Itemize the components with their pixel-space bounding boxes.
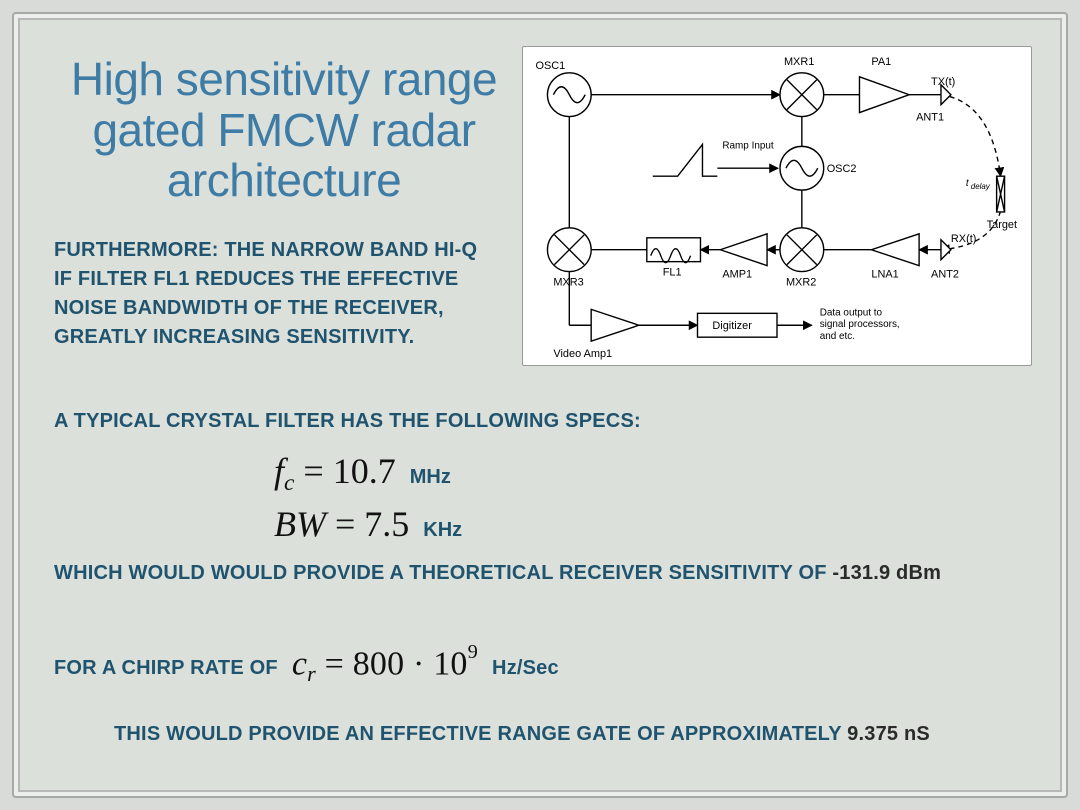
svg-text:AMP1: AMP1 bbox=[722, 269, 752, 281]
svg-text:TX(t): TX(t) bbox=[931, 76, 955, 88]
svg-text:ANT1: ANT1 bbox=[916, 112, 944, 124]
svg-text:and etc.: and etc. bbox=[820, 331, 855, 342]
svg-text:FL1: FL1 bbox=[663, 267, 682, 279]
equation-block: fc = 10.7 MHz BW = 7.5 KHz bbox=[274, 450, 1026, 545]
slide-title: High sensitivity range gated FMCW radar … bbox=[54, 54, 514, 206]
svg-text:ANT2: ANT2 bbox=[931, 269, 959, 281]
slide-frame: High sensitivity range gated FMCW radar … bbox=[12, 12, 1068, 798]
svg-text:Video Amp1: Video Amp1 bbox=[553, 348, 612, 360]
svg-text:OSC2: OSC2 bbox=[827, 163, 857, 175]
paragraph-3: WHICH WOULD WOULD PROVIDE A THEORETICAL … bbox=[54, 559, 1026, 588]
svg-text:Digitizer: Digitizer bbox=[712, 320, 752, 332]
slide-content: High sensitivity range gated FMCW radar … bbox=[24, 24, 1056, 786]
svg-text:Data output to: Data output to bbox=[820, 307, 883, 318]
svg-text:Ramp Input: Ramp Input bbox=[722, 140, 774, 151]
paragraph-1: FURTHERMORE: THE NARROW BAND HI-Q IF FIL… bbox=[54, 236, 494, 352]
block-diagram: OSC1 MXR1 PA1 TX(t) ANT1 Ramp Input bbox=[522, 46, 1032, 366]
paragraph-2: A TYPICAL CRYSTAL FILTER HAS THE FOLLOWI… bbox=[54, 407, 1026, 436]
svg-text:signal processors,: signal processors, bbox=[820, 319, 900, 330]
eq-bw: BW = 7.5 KHz bbox=[274, 503, 1026, 545]
svg-text:RX(t): RX(t) bbox=[951, 233, 976, 245]
paragraph-5: THIS WOULD PROVIDE AN EFFECTIVE RANGE GA… bbox=[114, 720, 1026, 749]
svg-text:Target: Target bbox=[987, 219, 1017, 231]
paragraph-4: FOR A CHIRP RATE OF cr = 800 · 109 Hz/Se… bbox=[54, 638, 1026, 690]
svg-text:PA1: PA1 bbox=[871, 56, 891, 68]
svg-text:MXR2: MXR2 bbox=[786, 277, 816, 289]
eq-fc: fc = 10.7 MHz bbox=[274, 450, 1026, 497]
svg-text:OSC1: OSC1 bbox=[536, 60, 566, 72]
svg-text:LNA1: LNA1 bbox=[871, 269, 898, 281]
svg-text:MXR3: MXR3 bbox=[553, 277, 583, 289]
svg-text:t delay: t delay bbox=[966, 178, 991, 191]
svg-text:MXR1: MXR1 bbox=[784, 56, 814, 68]
